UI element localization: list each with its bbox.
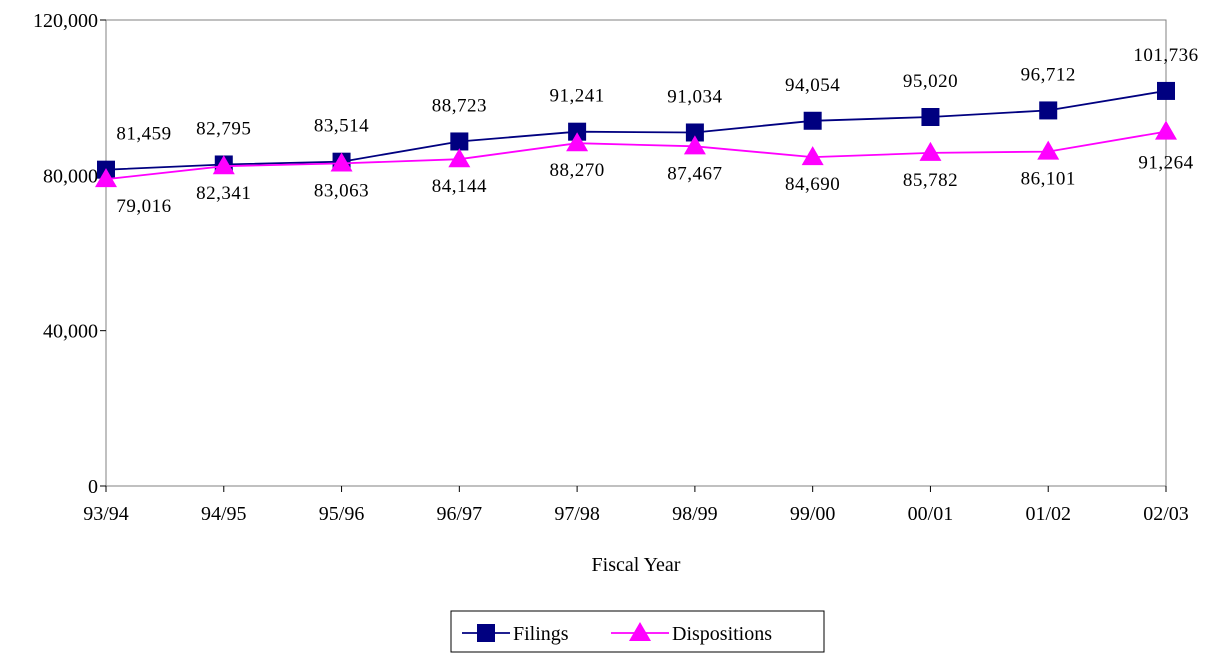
x-tick-label: 02/03 (1143, 503, 1189, 525)
x-tick-label: 98/99 (672, 503, 718, 525)
data-label: 84,144 (432, 176, 487, 197)
data-point (685, 123, 704, 142)
data-label: 96,712 (1021, 64, 1076, 85)
x-tick-label: 95/96 (319, 503, 365, 525)
data-label: 85,782 (903, 170, 958, 191)
y-tick-label: 0 (88, 476, 98, 498)
data-point (1157, 81, 1175, 100)
series-dispositions: 79,016 82,341 83,063 84,144 88,270 87,467 84,6… (95, 120, 1193, 217)
data-label: 83,063 (314, 180, 369, 201)
data-point (450, 132, 469, 151)
series-line (105, 130, 1167, 181)
data-label: 87,467 (667, 163, 722, 184)
legend-label: Dispositions (672, 623, 772, 645)
series-line (105, 90, 1167, 171)
y-tick-label: 40,000 (43, 321, 98, 343)
data-label: 95,020 (903, 71, 958, 92)
plot-area (105, 19, 1167, 487)
data-label: 79,016 (116, 196, 171, 217)
data-point (1037, 140, 1060, 160)
x-axis: 93/94 94/95 95/96 96/97 97/98 98/99 99/00 00/01… (83, 486, 1189, 525)
x-tick-label: 97/98 (554, 503, 600, 525)
data-label: 82,341 (196, 183, 251, 204)
data-point (1155, 120, 1177, 140)
x-tick-label: 99/00 (790, 503, 836, 525)
series-layer: 81,459 82,795 83,514 88,723 91,241 91,034 94,0… (95, 45, 1198, 217)
data-label: 88,723 (432, 95, 487, 116)
data-label: 91,264 (1138, 153, 1193, 174)
data-point (921, 108, 940, 127)
data-label: 94,054 (785, 75, 840, 96)
x-tick-label: 96/97 (437, 503, 483, 525)
series-filings: 81,459 82,795 83,514 88,723 91,241 91,034 94,0… (97, 45, 1198, 179)
data-label: 83,514 (314, 116, 369, 137)
data-point (95, 168, 117, 188)
data-point (919, 141, 942, 161)
data-label: 91,241 (549, 86, 604, 107)
legend-marker (477, 624, 495, 642)
x-axis-title: Fiscal Year (592, 554, 681, 576)
data-point (683, 135, 706, 155)
x-tick-label: 00/01 (908, 503, 954, 525)
y-tick-label: 80,000 (43, 165, 98, 187)
legend-item-dispositions: Dispositions (611, 622, 772, 645)
data-point (803, 111, 822, 130)
data-point (801, 146, 824, 166)
legend: Filings Dispositions (450, 610, 825, 653)
data-point (568, 122, 587, 141)
data-label: 101,736 (1133, 45, 1198, 66)
data-point (566, 132, 589, 152)
data-label: 84,690 (785, 174, 840, 195)
y-tick-label: 120,000 (33, 10, 98, 32)
data-point (330, 152, 353, 172)
data-label: 91,034 (667, 86, 722, 107)
legend-label: Filings (513, 623, 569, 645)
x-tick-label: 01/02 (1025, 503, 1071, 525)
x-tick-label: 94/95 (201, 503, 247, 525)
legend-item-filings: Filings (462, 623, 569, 645)
legend-marker (629, 622, 651, 641)
x-tick-label: 93/94 (83, 503, 129, 525)
data-label: 82,795 (196, 118, 251, 139)
data-label: 81,459 (116, 124, 171, 145)
data-point (212, 155, 235, 175)
data-point (1039, 101, 1058, 120)
data-label: 88,270 (549, 160, 604, 181)
data-point (448, 148, 471, 168)
data-label: 86,101 (1021, 169, 1076, 190)
y-axis: 0 40,000 80,000 120,000 (33, 10, 106, 498)
